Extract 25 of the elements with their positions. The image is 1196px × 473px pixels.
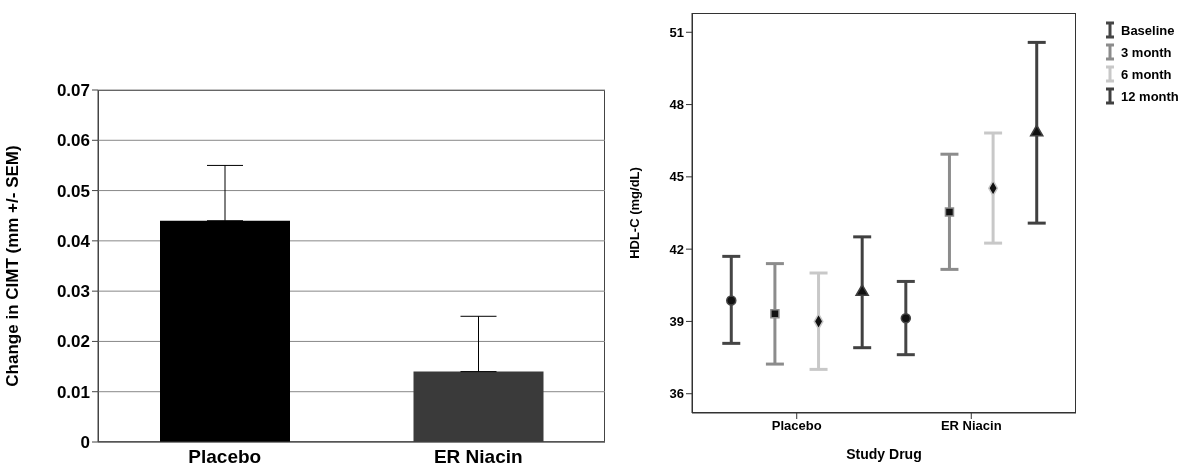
- y-tick-label: 0.02: [56, 332, 90, 352]
- legend-label: 3 month: [1121, 44, 1172, 60]
- y-tick-label: 0.01: [56, 382, 90, 402]
- y-tick-label: 0: [80, 433, 90, 453]
- y-tick-label: 0.05: [56, 181, 90, 201]
- y-tick-label: 0.04: [56, 231, 91, 251]
- y-tick-label: 39: [669, 314, 684, 330]
- x-tick-label: ER Niacin: [940, 418, 1002, 434]
- y-tick-label: 0.06: [56, 131, 90, 151]
- y-tick-label: 0.07: [56, 81, 90, 101]
- legend-label: Baseline: [1121, 22, 1175, 38]
- legend-label: 6 month: [1121, 66, 1172, 82]
- y-tick-label: 0.03: [56, 282, 90, 302]
- y-tick-label: 45: [669, 169, 684, 185]
- x-tick-label: Placebo: [188, 446, 262, 468]
- y-tick-label: 51: [669, 24, 684, 40]
- y-axis-title: Change in CIMT (mm +/- SEM): [3, 145, 23, 387]
- y-tick-label: 48: [669, 97, 684, 113]
- y-axis-title: HDL-C (mg/dL): [626, 167, 642, 259]
- x-tick-label: Placebo: [771, 418, 822, 434]
- y-tick-label: 36: [669, 386, 684, 402]
- y-tick-label: 42: [669, 241, 684, 257]
- x-axis-title: Study Drug: [846, 446, 922, 462]
- legend-label: 12 month: [1121, 88, 1179, 104]
- x-tick-label: ER Niacin: [433, 446, 523, 468]
